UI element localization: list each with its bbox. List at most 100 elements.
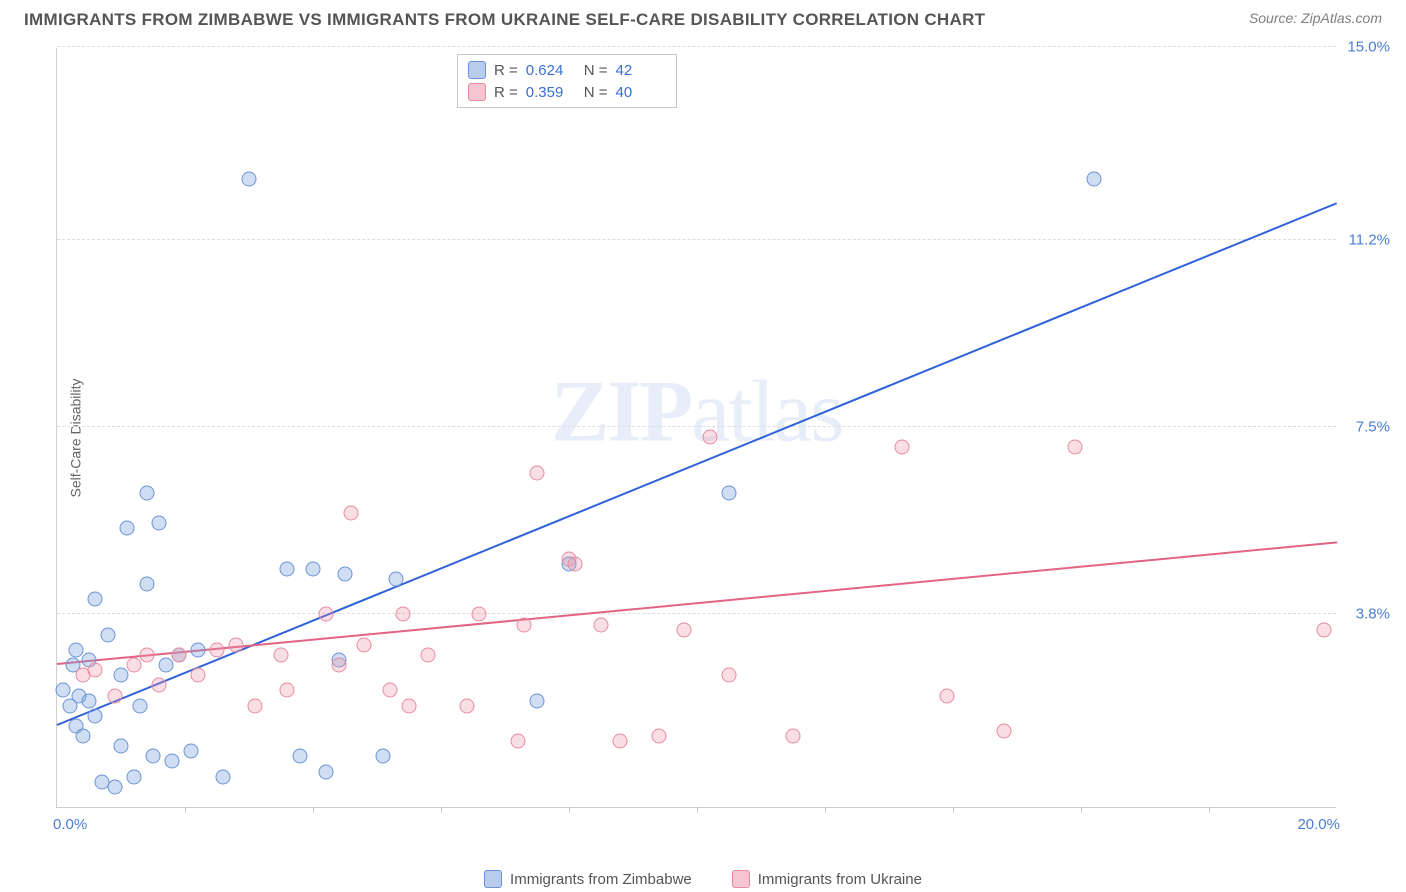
- gridline-h: [57, 426, 1336, 427]
- data-point-zimbabwe: [146, 749, 161, 764]
- legend-label-zimbabwe: Immigrants from Zimbabwe: [510, 871, 692, 888]
- data-point-ukraine: [402, 698, 417, 713]
- data-point-zimbabwe: [376, 749, 391, 764]
- data-point-ukraine: [382, 683, 397, 698]
- gridline-h: [57, 239, 1336, 240]
- data-point-ukraine: [331, 658, 346, 673]
- data-point-ukraine: [421, 648, 436, 663]
- x-tick: [953, 807, 954, 813]
- x-tick: [1209, 807, 1210, 813]
- data-point-zimbabwe: [75, 729, 90, 744]
- data-point-ukraine: [594, 617, 609, 632]
- correlation-legend: R = 0.624 N = 42 R = 0.359 N = 40: [457, 54, 677, 108]
- data-point-ukraine: [702, 430, 717, 445]
- data-point-zimbabwe: [165, 754, 180, 769]
- data-point-ukraine: [139, 648, 154, 663]
- data-point-zimbabwe: [126, 769, 141, 784]
- y-tick-label: 3.8%: [1356, 606, 1390, 623]
- n-label: N =: [584, 62, 608, 79]
- legend-row-zimbabwe: R = 0.624 N = 42: [468, 59, 666, 81]
- data-point-ukraine: [107, 688, 122, 703]
- x-tick: [441, 807, 442, 813]
- data-point-ukraine: [459, 698, 474, 713]
- x-tick: [185, 807, 186, 813]
- data-point-zimbabwe: [88, 708, 103, 723]
- r-value-zimbabwe: 0.624: [526, 62, 576, 79]
- data-point-zimbabwe: [69, 642, 84, 657]
- data-point-ukraine: [722, 668, 737, 683]
- data-point-zimbabwe: [139, 577, 154, 592]
- trendline-ukraine: [57, 542, 1337, 666]
- data-point-zimbabwe: [114, 739, 129, 754]
- data-point-zimbabwe: [88, 592, 103, 607]
- data-point-zimbabwe: [120, 521, 135, 536]
- data-point-ukraine: [171, 648, 186, 663]
- data-point-ukraine: [210, 642, 225, 657]
- x-axis-max: 20.0%: [1297, 816, 1340, 833]
- data-point-zimbabwe: [133, 698, 148, 713]
- swatch-zimbabwe: [468, 61, 486, 79]
- data-point-zimbabwe: [82, 693, 97, 708]
- x-tick: [569, 807, 570, 813]
- data-point-ukraine: [472, 607, 487, 622]
- legend-label-ukraine: Immigrants from Ukraine: [758, 871, 922, 888]
- data-point-ukraine: [517, 617, 532, 632]
- data-point-ukraine: [613, 734, 628, 749]
- gridline-h: [57, 613, 1336, 614]
- x-tick: [313, 807, 314, 813]
- chart-title: IMMIGRANTS FROM ZIMBABWE VS IMMIGRANTS F…: [24, 10, 985, 30]
- swatch-ukraine-icon: [732, 870, 750, 888]
- data-point-ukraine: [344, 506, 359, 521]
- swatch-ukraine: [468, 83, 486, 101]
- data-point-ukraine: [88, 663, 103, 678]
- data-point-zimbabwe: [530, 693, 545, 708]
- data-point-ukraine: [274, 648, 289, 663]
- data-point-ukraine: [568, 556, 583, 571]
- data-point-zimbabwe: [152, 516, 167, 531]
- data-point-ukraine: [248, 698, 263, 713]
- data-point-zimbabwe: [306, 561, 321, 576]
- data-point-zimbabwe: [293, 749, 308, 764]
- legend-item-ukraine: Immigrants from Ukraine: [732, 870, 922, 888]
- data-point-ukraine: [1067, 440, 1082, 455]
- x-axis-min: 0.0%: [53, 816, 87, 833]
- data-point-ukraine: [152, 678, 167, 693]
- data-point-ukraine: [126, 658, 141, 673]
- data-point-ukraine: [510, 734, 525, 749]
- data-point-zimbabwe: [101, 627, 116, 642]
- legend-row-ukraine: R = 0.359 N = 40: [468, 81, 666, 103]
- swatch-zimbabwe-icon: [484, 870, 502, 888]
- data-point-zimbabwe: [318, 764, 333, 779]
- data-point-zimbabwe: [389, 572, 404, 587]
- data-point-zimbabwe: [139, 485, 154, 500]
- x-tick: [1081, 807, 1082, 813]
- series-legend: Immigrants from Zimbabwe Immigrants from…: [0, 870, 1406, 888]
- data-point-zimbabwe: [242, 171, 257, 186]
- source-attribution: Source: ZipAtlas.com: [1249, 10, 1382, 26]
- data-point-ukraine: [395, 607, 410, 622]
- watermark-bold: ZIP: [551, 364, 692, 461]
- watermark: ZIPatlas: [551, 362, 843, 463]
- data-point-ukraine: [997, 724, 1012, 739]
- r-value-ukraine: 0.359: [526, 84, 576, 101]
- data-point-zimbabwe: [216, 769, 231, 784]
- r-label: R =: [494, 84, 518, 101]
- data-point-ukraine: [190, 668, 205, 683]
- data-point-zimbabwe: [56, 683, 71, 698]
- y-tick-label: 11.2%: [1349, 231, 1390, 248]
- data-point-ukraine: [318, 607, 333, 622]
- gridline-h: [57, 46, 1336, 47]
- source-name: ZipAtlas.com: [1301, 10, 1382, 26]
- y-tick-label: 7.5%: [1356, 419, 1390, 436]
- r-label: R =: [494, 62, 518, 79]
- data-point-ukraine: [894, 440, 909, 455]
- data-point-ukraine: [229, 637, 244, 652]
- data-point-ukraine: [677, 622, 692, 637]
- data-point-zimbabwe: [107, 779, 122, 794]
- data-point-zimbabwe: [722, 485, 737, 500]
- data-point-ukraine: [530, 465, 545, 480]
- data-point-zimbabwe: [114, 668, 129, 683]
- chart-container: Self-Care Disability ZIPatlas R = 0.624 …: [56, 48, 1390, 828]
- n-value-zimbabwe: 42: [616, 62, 666, 79]
- data-point-zimbabwe: [338, 566, 353, 581]
